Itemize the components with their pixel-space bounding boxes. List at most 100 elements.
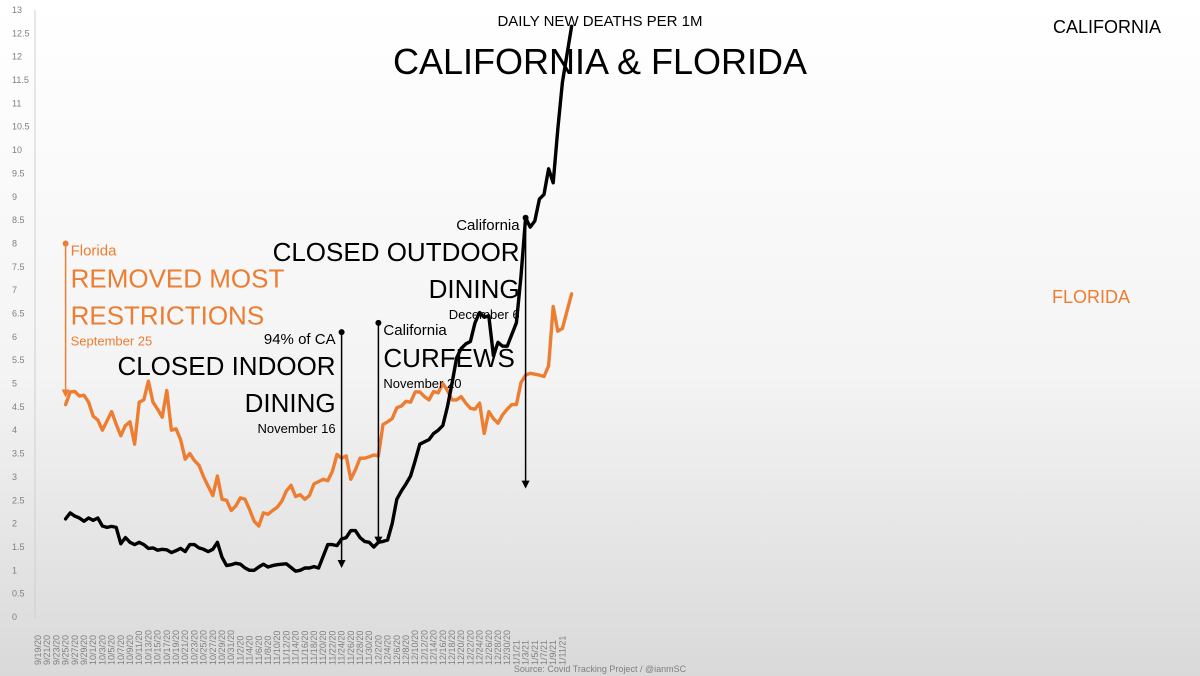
y-tick-label: 7.5 — [12, 262, 25, 272]
x-tick-label: 12/2/20 — [373, 635, 383, 665]
y-tick-label: 10.5 — [12, 122, 30, 132]
x-tick-label: 1/5/21 — [530, 640, 540, 665]
annotation-arrowhead — [521, 480, 530, 489]
y-tick-label: 3.5 — [12, 449, 25, 459]
x-tick-label: 12/30/20 — [502, 630, 512, 665]
annotation-who: Florida — [71, 242, 118, 259]
x-tick-label: 11/26/20 — [346, 631, 356, 665]
x-tick-label: 12/16/20 — [438, 630, 448, 665]
x-tick-label: 10/5/20 — [107, 635, 117, 665]
x-tick-label: 11/4/20 — [245, 636, 255, 665]
x-tick-label: 11/16/20 — [300, 631, 310, 665]
x-tick-label: 12/18/20 — [447, 630, 457, 665]
y-tick-label: 3 — [12, 472, 17, 482]
x-tick-label: 11/8/20 — [263, 636, 273, 665]
x-tick-label: 10/7/20 — [116, 635, 126, 665]
x-tick-label: 11/6/20 — [254, 636, 264, 665]
annotation-outdoor-dining: California CLOSED OUTDOOR DINING December 6 — [273, 214, 530, 489]
series-layer — [63, 24, 574, 573]
y-tick-label: 5 — [12, 379, 17, 389]
y-tick-label: 12.5 — [12, 28, 30, 38]
x-tick-label: 12/22/20 — [465, 630, 475, 665]
x-tick-label: 1/9/21 — [548, 640, 558, 665]
x-tick-label: 12/28/20 — [493, 630, 503, 665]
annotation-date: September 25 — [71, 333, 153, 348]
annotation-headline: CLOSED INDOOR — [117, 351, 335, 381]
y-tick-label: 1.5 — [12, 542, 25, 552]
y-tick-label: 12 — [12, 52, 22, 62]
annotation-date: November 16 — [258, 421, 336, 436]
x-tick-label: 11/14/20 — [291, 631, 301, 665]
x-tick-label: 10/21/20 — [180, 630, 190, 665]
x-tick-label: 11/24/20 — [337, 631, 347, 665]
annotation-headline: DINING — [245, 388, 336, 418]
annotation-headline: DINING — [429, 274, 520, 304]
x-tick-label: 10/25/20 — [199, 630, 209, 665]
series-line-california — [63, 24, 574, 573]
x-tick-label: 10/31/20 — [226, 630, 236, 665]
x-tick-label: 10/3/20 — [97, 635, 107, 665]
y-tick-label: 5.5 — [12, 355, 25, 365]
y-tick-label: 7 — [12, 285, 17, 295]
x-tick-label: 1/3/21 — [521, 640, 531, 665]
x-tick-label: 12/12/20 — [419, 630, 429, 665]
x-tick-label: 9/27/20 — [70, 635, 80, 665]
x-tick-label: 9/29/20 — [79, 635, 89, 665]
y-tick-label: 4.5 — [12, 402, 25, 412]
x-tick-label: 10/27/20 — [208, 630, 218, 665]
annotation-indoor-dining: 94% of CA CLOSED INDOOR DINING November 16 — [117, 329, 346, 568]
x-tick-label: 10/9/20 — [125, 635, 135, 665]
x-tick-label: 10/1/20 — [88, 635, 98, 665]
annotation-florida-restrictions: Florida REMOVED MOST RESTRICTIONS September… — [61, 240, 285, 398]
y-tick-label: 8 — [12, 238, 17, 248]
chart-title: CALIFORNIA & FLORIDA — [393, 41, 807, 82]
x-tick-label: 10/29/20 — [217, 630, 227, 665]
annotation-who: 94% of CA — [264, 331, 336, 348]
annotation-arrowhead — [374, 536, 383, 545]
y-tick-label: 6.5 — [12, 309, 25, 319]
annotation-who: California — [383, 322, 447, 339]
x-tick-label: 9/19/20 — [33, 635, 43, 665]
x-tick-label: 9/21/20 — [42, 635, 52, 665]
x-tick-label: 10/19/20 — [171, 630, 181, 665]
y-tick-label: 11.5 — [12, 75, 29, 85]
x-tick-label: 1/7/21 — [539, 640, 549, 665]
x-tick-label: 12/26/20 — [484, 630, 494, 665]
x-tick-label: 10/17/20 — [162, 630, 172, 665]
annotation-date: November 20 — [383, 376, 461, 391]
annotation-arrowhead — [337, 559, 346, 568]
y-tick-label: 4 — [12, 425, 17, 435]
y-tick-label: 2.5 — [12, 495, 25, 505]
x-tick-label: 11/30/20 — [364, 631, 374, 665]
y-tick-label: 1 — [12, 565, 17, 575]
x-tick-label: 11/2/20 — [235, 636, 245, 665]
y-tick-label: 9 — [12, 192, 17, 202]
y-tick-label: 0 — [12, 612, 17, 622]
y-tick-label: 8.5 — [12, 215, 25, 225]
y-axis: 00.511.522.533.544.555.566.577.588.599.5… — [12, 5, 30, 622]
x-tick-label: 10/11/20 — [134, 631, 144, 665]
x-tick-label: 12/8/20 — [401, 635, 411, 665]
series-line-florida — [63, 292, 574, 528]
series-label-florida: FLORIDA — [1052, 287, 1130, 307]
x-tick-label: 1/1/21 — [511, 640, 521, 665]
x-tick-label: 12/14/20 — [429, 630, 439, 665]
x-tick-label: 1/11/21 — [557, 636, 567, 665]
x-tick-label: 11/22/20 — [327, 631, 337, 665]
x-tick-label: 9/25/20 — [61, 635, 71, 665]
annotation-headline: RESTRICTIONS — [71, 300, 265, 330]
annotation-date: December 6 — [449, 307, 520, 322]
annotation-layer: Florida REMOVED MOST RESTRICTIONS September… — [61, 214, 530, 568]
annotation-headline: CURFEWS — [383, 343, 514, 373]
x-tick-label: 10/13/20 — [143, 630, 153, 665]
x-tick-label: 10/23/20 — [189, 630, 199, 665]
x-tick-label: 11/20/20 — [318, 631, 328, 665]
x-tick-label: 10/15/20 — [153, 630, 163, 665]
y-tick-label: 10 — [12, 145, 22, 155]
x-tick-label: 12/20/20 — [456, 630, 466, 665]
y-tick-label: 6 — [12, 332, 17, 342]
annotation-headline: CLOSED OUTDOOR — [273, 237, 520, 267]
source-note: Source: Covid Tracking Project / @ianmSC — [514, 664, 687, 674]
x-tick-label: 11/18/20 — [309, 631, 319, 665]
